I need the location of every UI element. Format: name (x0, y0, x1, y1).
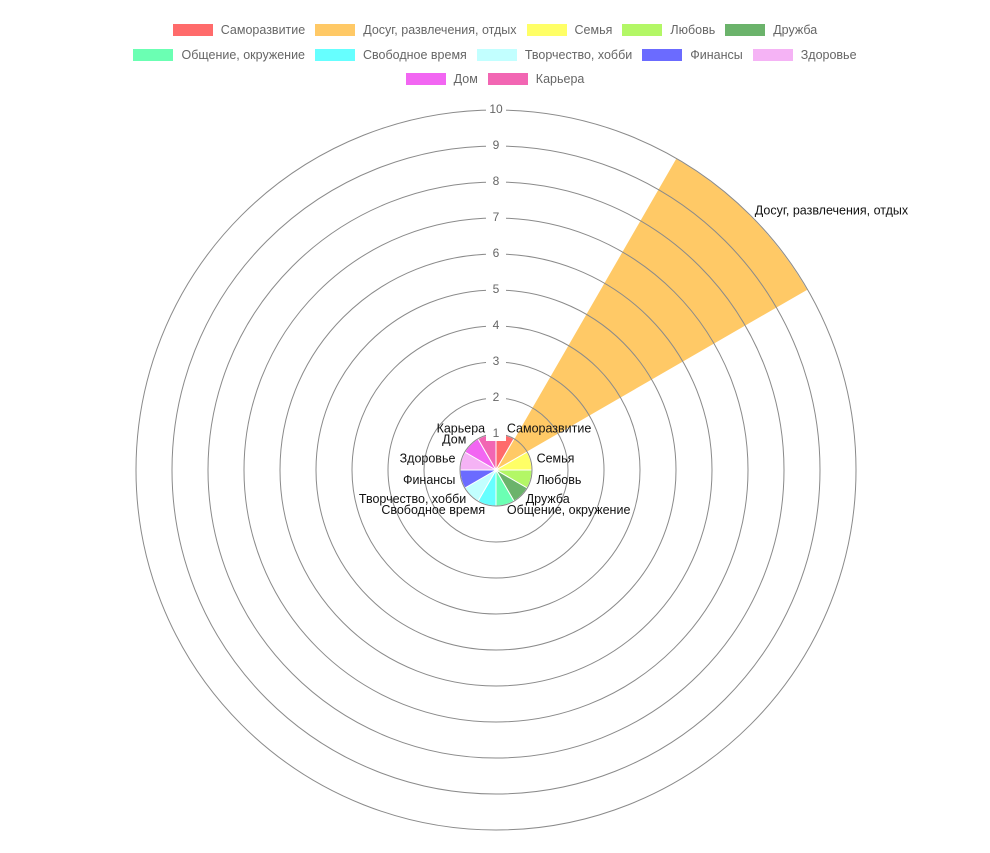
legend-swatch-dom (405, 73, 446, 86)
legend-swatch-obshchenie (133, 48, 174, 61)
segment-label-karera: Карьера (437, 422, 486, 436)
segment-label-obshchenie: Общение, окружение (507, 503, 631, 517)
legend-swatch-tvorchestvo (476, 48, 517, 61)
tick-label-3: 3 (493, 354, 500, 368)
segment-label-semya: Семья (537, 451, 575, 465)
legend-label-dom: Дом (453, 72, 478, 87)
tick-label-10: 10 (489, 102, 503, 116)
tick-label-bg-3 (486, 355, 506, 369)
chart-legend: Саморазвитие Досуг, развлечения, отдых С… (0, 18, 990, 92)
segment-label-finansy: Финансы (403, 473, 455, 487)
tick-label-7: 7 (493, 210, 500, 224)
segment-label-svobodnoe-vremya: Свободное время (381, 503, 485, 517)
legend-swatch-zdorovie (752, 48, 793, 61)
legend-item-samorazvitie[interactable]: Саморазвитие (172, 23, 306, 38)
chart-segments (459, 157, 809, 507)
legend-label-lyubov: Любовь (670, 23, 716, 38)
legend-row-3: Дом Карьера (0, 67, 990, 92)
legend-label-karera: Карьера (535, 72, 585, 87)
legend-item-lyubov[interactable]: Любовь (622, 23, 715, 37)
tick-label-bg-6 (486, 247, 506, 261)
legend-item-semya[interactable]: Семья (526, 23, 613, 38)
legend-item-karera[interactable]: Карьера (487, 72, 585, 87)
legend-label-finansy: Финансы (690, 47, 743, 62)
segment-label-druzhba: Дружба (526, 492, 570, 506)
tick-label-5: 5 (493, 282, 500, 296)
legend-item-finansy[interactable]: Финансы (642, 47, 743, 62)
tick-label-6: 6 (493, 246, 500, 260)
legend-swatch-semya (526, 24, 567, 37)
legend-label-samorazvitie: Саморазвитие (220, 23, 306, 38)
tick-label-8: 8 (493, 174, 500, 188)
legend-label-semya: Семья (574, 23, 613, 38)
tick-label-bg-4 (486, 319, 506, 333)
segment-label-tvorchestvo: Творчество, хобби (359, 492, 466, 506)
radial-ticks: 1 2 3 4 5 6 7 8 9 10 (486, 102, 506, 441)
legend-item-dosug[interactable]: Досуг, развлечения, отдых (315, 23, 517, 38)
legend-row-1: Саморазвитие Досуг, развлечения, отдых С… (0, 18, 990, 43)
legend-swatch-svobodnoe-vremya (315, 48, 356, 61)
segment-labels: Саморазвитие Досуг, развлечения, отдых Сем… (359, 203, 909, 516)
tick-label-4: 4 (493, 318, 500, 332)
segment-label-samorazvitie: Саморазвитие (507, 422, 591, 436)
tick-label-1: 1 (493, 426, 500, 440)
legend-label-dosug: Досуг, развлечения, отдых (363, 23, 517, 38)
legend-item-zdorovie[interactable]: Здоровье (752, 47, 857, 62)
legend-swatch-karera (487, 73, 528, 86)
tick-label-bg-7 (486, 211, 506, 225)
tick-label-bg-5 (486, 283, 506, 297)
tick-label-2: 2 (493, 390, 500, 404)
legend-swatch-druzhba (725, 24, 766, 37)
legend-item-obshchenie[interactable]: Общение, окружение (133, 48, 305, 62)
segment-label-zdorovie: Здоровье (400, 451, 456, 465)
tick-label-bg-9 (486, 139, 506, 153)
tick-label-9: 9 (493, 138, 500, 152)
segment-label-dom: Дом (442, 433, 466, 447)
tick-label-bg-10 (486, 103, 506, 117)
legend-label-svobodnoe-vremya: Свободное время (363, 47, 467, 62)
legend-label-tvorchestvo: Творчество, хобби (524, 47, 633, 62)
legend-swatch-lyubov (622, 24, 663, 37)
legend-label-druzhba: Дружба (773, 23, 818, 38)
legend-label-obshchenie: Общение, окружение (181, 47, 306, 62)
tick-label-bg-8 (486, 175, 506, 189)
legend-swatch-dosug (315, 24, 356, 37)
tick-label-bg-1 (486, 427, 506, 441)
segment-label-lyubov: Любовь (537, 473, 582, 487)
legend-swatch-finansy (642, 48, 683, 61)
legend-row-2: Общение, окружение Свободное время Творч… (0, 43, 990, 68)
legend-item-druzhba[interactable]: Дружба (725, 23, 817, 37)
tick-label-bg-2 (486, 391, 506, 405)
legend-item-svobodnoe-vremya[interactable]: Свободное время (315, 48, 467, 62)
segment-label-dosug: Досуг, развлечения, отдых (755, 203, 909, 217)
legend-item-tvorchestvo[interactable]: Творчество, хобби (476, 47, 633, 62)
legend-swatch-samorazvitie (172, 24, 213, 37)
legend-item-dom[interactable]: Дом (405, 72, 478, 87)
legend-label-zdorovie: Здоровье (800, 47, 857, 62)
